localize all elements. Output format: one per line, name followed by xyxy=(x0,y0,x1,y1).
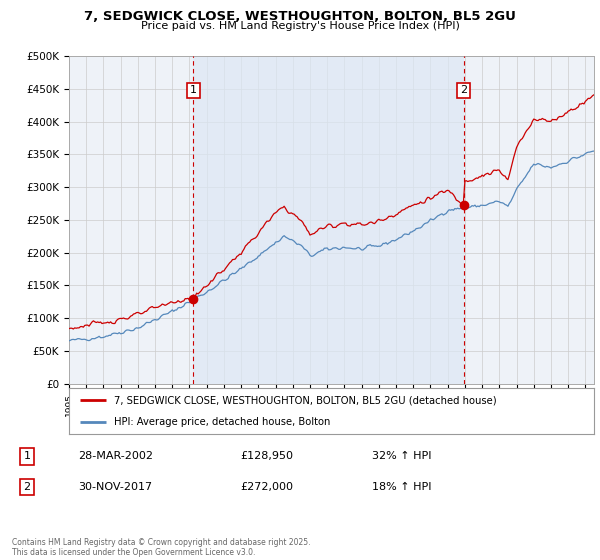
Text: 28-MAR-2002: 28-MAR-2002 xyxy=(78,451,153,461)
Text: £128,950: £128,950 xyxy=(240,451,293,461)
Text: 1: 1 xyxy=(23,451,31,461)
Text: 32% ↑ HPI: 32% ↑ HPI xyxy=(372,451,431,461)
Text: 18% ↑ HPI: 18% ↑ HPI xyxy=(372,482,431,492)
Text: HPI: Average price, detached house, Bolton: HPI: Average price, detached house, Bolt… xyxy=(113,417,330,427)
Text: 2: 2 xyxy=(23,482,31,492)
Text: 2: 2 xyxy=(460,85,467,95)
Text: £272,000: £272,000 xyxy=(240,482,293,492)
Text: Contains HM Land Registry data © Crown copyright and database right 2025.
This d: Contains HM Land Registry data © Crown c… xyxy=(12,538,311,557)
Text: 7, SEDGWICK CLOSE, WESTHOUGHTON, BOLTON, BL5 2GU: 7, SEDGWICK CLOSE, WESTHOUGHTON, BOLTON,… xyxy=(84,10,516,23)
Bar xyxy=(193,56,464,384)
Text: 1: 1 xyxy=(190,85,197,95)
Text: 30-NOV-2017: 30-NOV-2017 xyxy=(78,482,152,492)
Text: 7, SEDGWICK CLOSE, WESTHOUGHTON, BOLTON, BL5 2GU (detached house): 7, SEDGWICK CLOSE, WESTHOUGHTON, BOLTON,… xyxy=(113,395,496,405)
Text: Price paid vs. HM Land Registry's House Price Index (HPI): Price paid vs. HM Land Registry's House … xyxy=(140,21,460,31)
